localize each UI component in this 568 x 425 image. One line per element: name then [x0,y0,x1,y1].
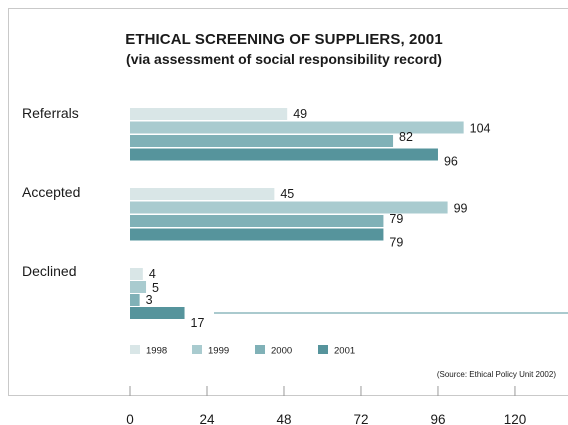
bar-declined-2000 [130,294,140,306]
chart-title: ETHICAL SCREENING OF SUPPLIERS, 2001 [125,31,443,48]
x-tick-label-120: 120 [504,412,527,425]
bar-referrals-2001 [130,148,438,161]
data-label-accepted-1999: 99 [454,202,468,216]
chart-subtitle: (via assessment of social responsibility… [126,51,442,67]
category-label-declined: Declined [22,263,77,279]
legend-swatch-1999 [192,345,202,354]
category-label-referrals: Referrals [22,105,79,121]
data-label-declined-1999: 5 [152,281,159,295]
legend-swatch-2000 [255,345,265,354]
bar-accepted-1999 [130,201,448,214]
bar-referrals-1999 [130,121,464,134]
x-tick-label-48: 48 [276,412,291,425]
bar-referrals-1998 [130,108,288,120]
bar-referrals-2000 [130,135,394,147]
legend-swatch-2001 [318,345,328,354]
data-label-accepted-2000: 79 [389,212,403,226]
data-label-declined-1998: 4 [149,267,156,281]
legend-label-1998: 1998 [146,346,167,357]
data-label-referrals-2000: 82 [399,130,413,144]
bar-accepted-2000 [130,215,384,227]
bar-accepted-2001 [130,228,384,241]
bar-accepted-1998 [130,188,275,200]
legend-swatch-1998 [130,345,140,354]
x-tick-label-0: 0 [126,412,134,425]
data-label-referrals-2001: 96 [444,155,458,169]
source-note: (Source: Ethical Policy Unit 2002) [436,370,556,379]
x-tick-label-96: 96 [430,412,445,425]
legend-label-2001: 2001 [334,346,355,357]
legend-label-2000: 2000 [271,346,292,357]
data-label-referrals-1999: 104 [470,122,491,136]
data-label-declined-2001: 17 [191,316,205,330]
legend-label-1999: 1999 [208,346,229,357]
data-label-accepted-2001: 79 [389,236,403,250]
data-label-accepted-1998: 45 [280,187,294,201]
category-label-accepted: Accepted [22,184,81,200]
bar-declined-1999 [130,281,147,293]
bar-declined-1998 [130,268,143,280]
x-tick-label-72: 72 [353,412,368,425]
data-label-declined-2000: 3 [146,293,153,307]
bar-declined-2001 [130,307,185,319]
data-label-referrals-1998: 49 [293,107,307,121]
x-tick-label-24: 24 [199,412,215,425]
